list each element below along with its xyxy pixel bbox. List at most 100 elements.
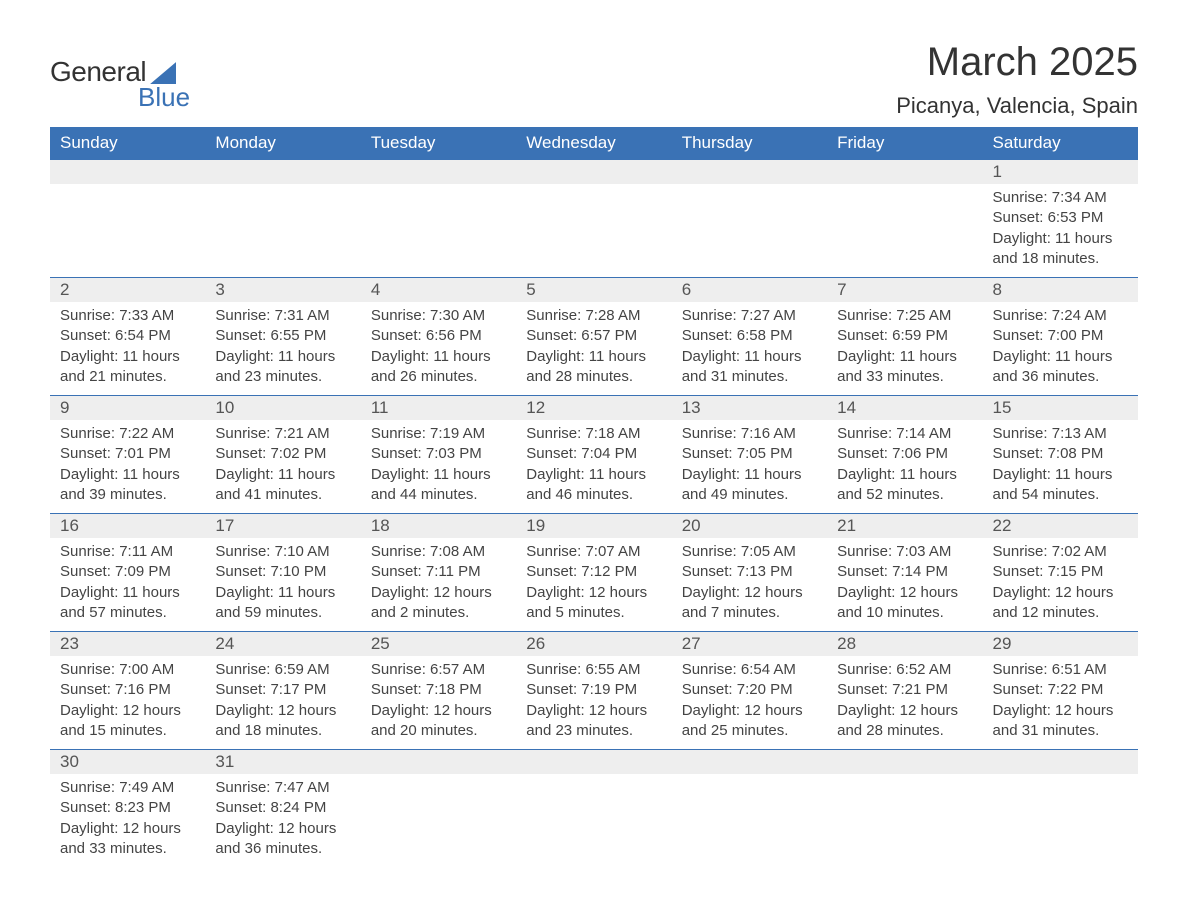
calendar-day-cell [361, 750, 516, 868]
daylight-line: Daylight: 11 hours and 41 minutes. [215, 465, 350, 506]
day-data: Sunrise: 7:24 AMSunset: 7:00 PMDaylight:… [983, 302, 1138, 395]
month-title: March 2025 [896, 40, 1138, 85]
day-number: 24 [205, 632, 360, 656]
daylight-line: Daylight: 12 hours and 36 minutes. [215, 819, 350, 860]
daylight-line: Daylight: 11 hours and 54 minutes. [993, 465, 1128, 506]
brand-logo: General Blue [50, 56, 190, 113]
daylight-line: Daylight: 11 hours and 21 minutes. [60, 347, 195, 388]
daylight-line: Daylight: 12 hours and 18 minutes. [215, 701, 350, 742]
calendar-day-cell: 13Sunrise: 7:16 AMSunset: 7:05 PMDayligh… [672, 396, 827, 514]
day-data [516, 774, 671, 786]
daylight-line: Daylight: 11 hours and 33 minutes. [837, 347, 972, 388]
day-data: Sunrise: 7:10 AMSunset: 7:10 PMDaylight:… [205, 538, 360, 631]
day-number: 21 [827, 514, 982, 538]
day-number: 17 [205, 514, 360, 538]
sunrise-line: Sunrise: 7:05 AM [682, 542, 817, 562]
day-number: 3 [205, 278, 360, 302]
day-number: 19 [516, 514, 671, 538]
day-data: Sunrise: 7:11 AMSunset: 7:09 PMDaylight:… [50, 538, 205, 631]
calendar-week-row: 2Sunrise: 7:33 AMSunset: 6:54 PMDaylight… [50, 278, 1138, 396]
day-data: Sunrise: 6:55 AMSunset: 7:19 PMDaylight:… [516, 656, 671, 749]
day-number [827, 750, 982, 774]
sunset-line: Sunset: 7:21 PM [837, 680, 972, 700]
day-data: Sunrise: 7:08 AMSunset: 7:11 PMDaylight:… [361, 538, 516, 631]
sunset-line: Sunset: 7:04 PM [526, 444, 661, 464]
day-number: 4 [361, 278, 516, 302]
sunrise-line: Sunrise: 6:51 AM [993, 660, 1128, 680]
calendar-day-cell [983, 750, 1138, 868]
calendar-header-cell: Wednesday [516, 127, 671, 160]
calendar-day-cell [672, 160, 827, 278]
day-number: 2 [50, 278, 205, 302]
sunrise-line: Sunrise: 7:02 AM [993, 542, 1128, 562]
sunset-line: Sunset: 7:18 PM [371, 680, 506, 700]
calendar-day-cell: 17Sunrise: 7:10 AMSunset: 7:10 PMDayligh… [205, 514, 360, 632]
calendar-table: SundayMondayTuesdayWednesdayThursdayFrid… [50, 127, 1138, 867]
sunrise-line: Sunrise: 7:07 AM [526, 542, 661, 562]
sunset-line: Sunset: 7:03 PM [371, 444, 506, 464]
sunset-line: Sunset: 6:55 PM [215, 326, 350, 346]
calendar-day-cell: 24Sunrise: 6:59 AMSunset: 7:17 PMDayligh… [205, 632, 360, 750]
sunset-line: Sunset: 7:16 PM [60, 680, 195, 700]
day-number [516, 750, 671, 774]
daylight-line: Daylight: 11 hours and 52 minutes. [837, 465, 972, 506]
sunset-line: Sunset: 7:19 PM [526, 680, 661, 700]
sunset-line: Sunset: 6:59 PM [837, 326, 972, 346]
sunrise-line: Sunrise: 7:18 AM [526, 424, 661, 444]
calendar-day-cell [516, 160, 671, 278]
sunrise-line: Sunrise: 7:47 AM [215, 778, 350, 798]
sunset-line: Sunset: 7:17 PM [215, 680, 350, 700]
sunrise-line: Sunrise: 7:16 AM [682, 424, 817, 444]
daylight-line: Daylight: 11 hours and 44 minutes. [371, 465, 506, 506]
day-number [672, 750, 827, 774]
calendar-day-cell [672, 750, 827, 868]
day-data [50, 184, 205, 196]
day-data: Sunrise: 7:14 AMSunset: 7:06 PMDaylight:… [827, 420, 982, 513]
calendar-day-cell: 6Sunrise: 7:27 AMSunset: 6:58 PMDaylight… [672, 278, 827, 396]
sunrise-line: Sunrise: 6:54 AM [682, 660, 817, 680]
day-number: 26 [516, 632, 671, 656]
day-number [983, 750, 1138, 774]
calendar-week-row: 30Sunrise: 7:49 AMSunset: 8:23 PMDayligh… [50, 750, 1138, 868]
sunrise-line: Sunrise: 7:34 AM [993, 188, 1128, 208]
day-number: 20 [672, 514, 827, 538]
day-data: Sunrise: 7:03 AMSunset: 7:14 PMDaylight:… [827, 538, 982, 631]
sunset-line: Sunset: 7:13 PM [682, 562, 817, 582]
daylight-line: Daylight: 12 hours and 2 minutes. [371, 583, 506, 624]
calendar-week-row: 1Sunrise: 7:34 AMSunset: 6:53 PMDaylight… [50, 160, 1138, 278]
day-number: 6 [672, 278, 827, 302]
calendar-day-cell: 28Sunrise: 6:52 AMSunset: 7:21 PMDayligh… [827, 632, 982, 750]
day-data: Sunrise: 6:59 AMSunset: 7:17 PMDaylight:… [205, 656, 360, 749]
day-number: 12 [516, 396, 671, 420]
day-data: Sunrise: 7:47 AMSunset: 8:24 PMDaylight:… [205, 774, 360, 867]
day-number [50, 160, 205, 184]
sunset-line: Sunset: 7:11 PM [371, 562, 506, 582]
day-data: Sunrise: 7:02 AMSunset: 7:15 PMDaylight:… [983, 538, 1138, 631]
sunset-line: Sunset: 7:10 PM [215, 562, 350, 582]
sunset-line: Sunset: 7:02 PM [215, 444, 350, 464]
day-number: 15 [983, 396, 1138, 420]
calendar-day-cell: 4Sunrise: 7:30 AMSunset: 6:56 PMDaylight… [361, 278, 516, 396]
sunset-line: Sunset: 7:05 PM [682, 444, 817, 464]
day-number: 23 [50, 632, 205, 656]
sunrise-line: Sunrise: 7:14 AM [837, 424, 972, 444]
day-data: Sunrise: 7:07 AMSunset: 7:12 PMDaylight:… [516, 538, 671, 631]
daylight-line: Daylight: 11 hours and 39 minutes. [60, 465, 195, 506]
calendar-header-cell: Saturday [983, 127, 1138, 160]
daylight-line: Daylight: 12 hours and 23 minutes. [526, 701, 661, 742]
sunrise-line: Sunrise: 7:13 AM [993, 424, 1128, 444]
sunrise-line: Sunrise: 7:22 AM [60, 424, 195, 444]
daylight-line: Daylight: 11 hours and 57 minutes. [60, 583, 195, 624]
calendar-day-cell: 11Sunrise: 7:19 AMSunset: 7:03 PMDayligh… [361, 396, 516, 514]
day-number: 7 [827, 278, 982, 302]
calendar-day-cell: 5Sunrise: 7:28 AMSunset: 6:57 PMDaylight… [516, 278, 671, 396]
calendar-day-cell: 8Sunrise: 7:24 AMSunset: 7:00 PMDaylight… [983, 278, 1138, 396]
day-data: Sunrise: 7:18 AMSunset: 7:04 PMDaylight:… [516, 420, 671, 513]
calendar-day-cell: 12Sunrise: 7:18 AMSunset: 7:04 PMDayligh… [516, 396, 671, 514]
day-number: 16 [50, 514, 205, 538]
day-data: Sunrise: 6:57 AMSunset: 7:18 PMDaylight:… [361, 656, 516, 749]
sunrise-line: Sunrise: 7:24 AM [993, 306, 1128, 326]
day-data: Sunrise: 7:25 AMSunset: 6:59 PMDaylight:… [827, 302, 982, 395]
day-number [827, 160, 982, 184]
day-number: 27 [672, 632, 827, 656]
